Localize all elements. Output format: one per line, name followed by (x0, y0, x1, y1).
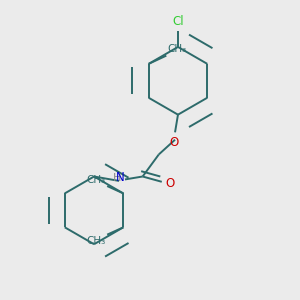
Text: CH₃: CH₃ (168, 44, 187, 54)
Text: O: O (170, 136, 179, 149)
Text: H: H (113, 173, 121, 183)
Text: O: O (165, 177, 175, 190)
Text: CH₃: CH₃ (86, 236, 106, 246)
Text: Cl: Cl (172, 15, 184, 28)
Text: CH₃: CH₃ (86, 175, 106, 184)
Text: N: N (116, 172, 124, 184)
